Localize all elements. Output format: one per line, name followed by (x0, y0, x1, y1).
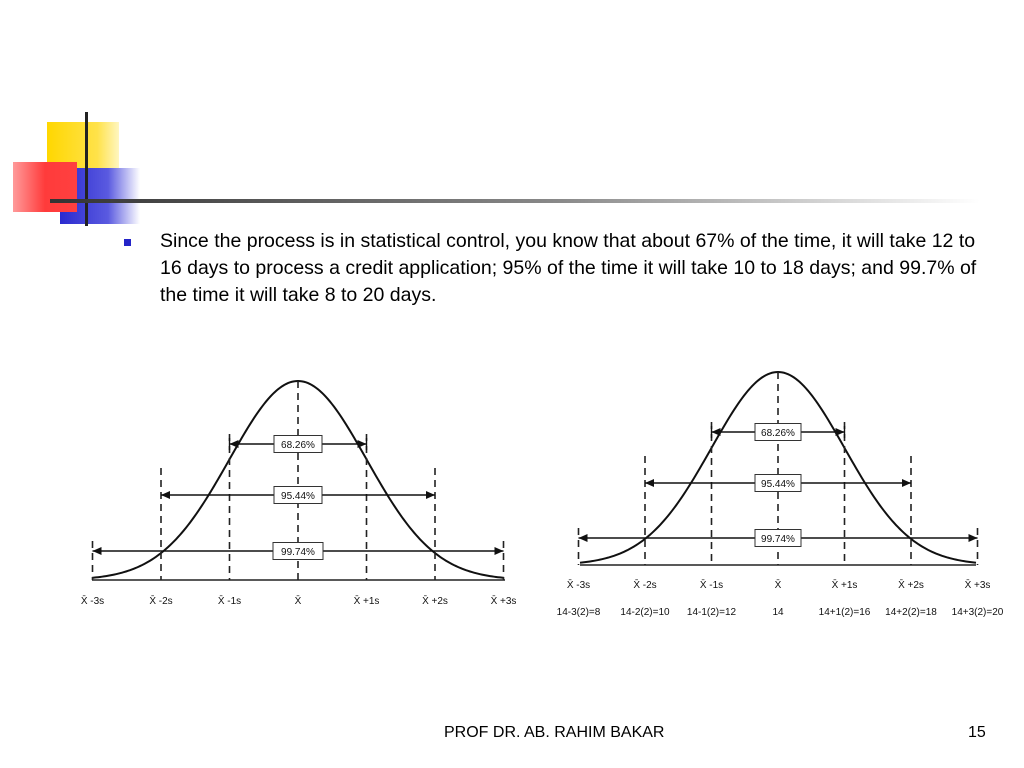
left-arrow-right-3s (494, 547, 504, 555)
left-axis-label-4: X̄ +1s (354, 594, 380, 607)
right-value-label-4: 14+1(2)=16 (819, 607, 871, 618)
normal-distribution-figure: 68.26% 95.44% 99.74% X̄ -3s X̄ -2s X̄ -1s X̄ X̄… (81, 370, 1004, 618)
left-axis-label-1: X̄ -2s (149, 594, 172, 607)
left-arrow-left-1s (229, 440, 239, 448)
right-percent-label-3s: 99.74% (761, 534, 795, 545)
left-arrow-right-1s (357, 440, 367, 448)
vertical-rule (85, 112, 88, 226)
left-arrow-left-2s (161, 491, 170, 499)
right-arrow-left-1s (711, 428, 721, 436)
right-arrow-right-3s (968, 534, 978, 542)
right-value-label-1: 14-2(2)=10 (620, 607, 670, 618)
right-percent-box-3s (754, 529, 802, 547)
right-percent-box-1s (754, 423, 802, 441)
right-value-label-0: 14-3(2)=8 (557, 607, 601, 618)
right-axis-label-4: X̄ +1s (832, 578, 858, 591)
right-arrow-right-2s (902, 479, 911, 487)
left-arrow-right-2s (426, 491, 435, 499)
right-axis-label-6: X̄ +3s (965, 578, 991, 591)
bullet-marker (124, 239, 131, 246)
right-axis-label-2: X̄ -1s (700, 578, 723, 591)
right-percent-label-2s: 95.44% (761, 479, 795, 490)
right-arrow-right-1s (835, 428, 845, 436)
slide-number: 15 (968, 724, 986, 741)
right-percent-label-1s: 68.26% (761, 428, 795, 439)
red-square (13, 162, 77, 212)
left-axis-label-0: X̄ -3s (81, 594, 104, 607)
slide-decoration (13, 112, 980, 226)
left-percent-box-2s (273, 486, 323, 504)
right-percent-box-2s (754, 474, 802, 492)
left-axis-label-3: X̄ (295, 594, 302, 607)
body-text: Since the process is in statistical cont… (160, 230, 977, 306)
right-axis-label-0: X̄ -3s (567, 578, 590, 591)
right-axis-label-5: X̄ +2s (898, 578, 924, 591)
left-percent-label-1s: 68.26% (281, 440, 315, 451)
left-arrow-left-3s (92, 547, 102, 555)
right-arrow-left-2s (645, 479, 654, 487)
left-percent-box-3s (272, 542, 324, 560)
left-percent-label-3s: 99.74% (281, 547, 315, 558)
title-rule (50, 199, 980, 203)
right-axis-label-3: X̄ (775, 578, 782, 591)
left-axis-label-2: X̄ -1s (218, 594, 241, 607)
left-percent-box-1s (273, 435, 323, 453)
right-value-label-2: 14-1(2)=12 (687, 607, 737, 618)
right-value-label-6: 14+3(2)=20 (952, 607, 1004, 618)
left-percent-label-2s: 95.44% (281, 491, 315, 502)
right-arrow-left-3s (578, 534, 588, 542)
footer-author: PROF DR. AB. RAHIM BAKAR (444, 724, 665, 741)
right-value-label-5: 14+2(2)=18 (885, 607, 937, 618)
right-axis-label-1: X̄ -2s (633, 578, 656, 591)
left-axis-label-6: X̄ +3s (491, 594, 517, 607)
left-axis-label-5: X̄ +2s (422, 594, 448, 607)
right-value-label-3: 14 (772, 607, 784, 618)
